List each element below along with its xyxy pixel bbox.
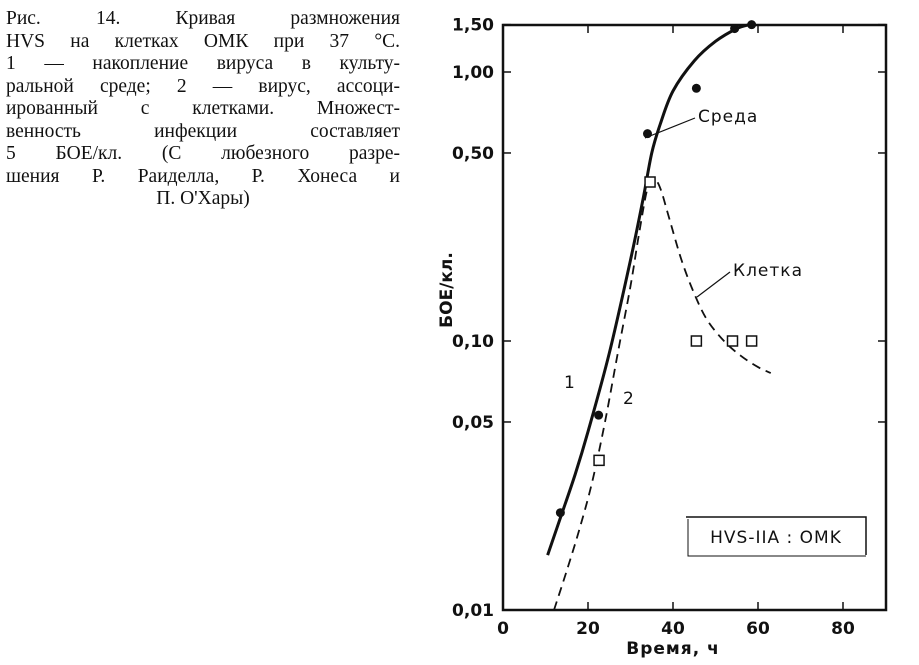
data-point-sreda [730, 24, 740, 34]
data-point-kletka [690, 335, 703, 347]
caption-line: Рис. 14. Кривая размножения [6, 8, 400, 29]
data-markers [555, 20, 758, 518]
y-tick-label: 1,00 [452, 63, 494, 83]
data-point-kletka [726, 335, 739, 347]
data-point-sreda [691, 83, 701, 93]
caption-line: П. О'Хары) [156, 188, 250, 209]
curve-kletka [553, 178, 772, 611]
figure-caption: Рис. 14. Кривая размножения HVS на клетк… [6, 8, 400, 211]
data-point-sreda [555, 508, 565, 518]
data-point-kletka [593, 454, 605, 467]
x-tick-label: 40 [661, 619, 685, 639]
y-tick-label: 1,50 [452, 16, 494, 36]
caption-line: ированный с клетками. Множест- [6, 98, 400, 119]
caption-line: 5 БОЕ/кл. (С любезного разре- [6, 143, 400, 164]
y-tick-label: 0,50 [452, 144, 494, 164]
x-tick-label: 80 [831, 619, 855, 639]
data-point-sreda [747, 20, 757, 30]
x-axis-label: Время, ч [626, 639, 720, 659]
curve-sreda [546, 23, 750, 556]
caption-line: HVS на клетках ОМК при 37 °С. [6, 30, 400, 52]
y-tick-label: 0,10 [452, 332, 494, 352]
caption-line: шения Р. Раиделла, Р. Хонеса и [6, 165, 400, 187]
caption-line: венность инфекции составляет [6, 120, 400, 142]
curve-label-2: 2 [623, 389, 635, 409]
caption-line: 1 — накопление вируса в культу- [6, 53, 400, 74]
caption-line: ральной среде; 2 — вирус, ассоци- [6, 75, 400, 97]
data-point-kletka [745, 335, 758, 347]
x-tick-label: 0 [497, 619, 509, 639]
kletka-leader-line [696, 271, 731, 298]
sreda-leader-line [644, 117, 696, 139]
x-tick-label: 60 [746, 619, 770, 639]
plot-frame [501, 23, 888, 612]
data-point-kletka [644, 176, 656, 188]
x-tick-label: 20 [576, 619, 600, 639]
legend-box: HVS-IIA : OMK [686, 516, 867, 557]
annotation-sreda: Среда [698, 107, 758, 127]
legend-label: HVS-IIA : OMK [710, 528, 842, 548]
y-axis-label: БОЕ/кл. [437, 252, 457, 328]
data-point-sreda [594, 410, 604, 420]
axis-ticks: 0 20 40 60 80 0,01 0,05 0,10 0,50 1,00 1,50 [452, 16, 886, 639]
annotation-kletka: Клетка [733, 261, 803, 281]
y-tick-label: 0,01 [452, 601, 494, 621]
curve-label-1: 1 [564, 373, 576, 393]
y-tick-label: 0,05 [452, 413, 494, 433]
